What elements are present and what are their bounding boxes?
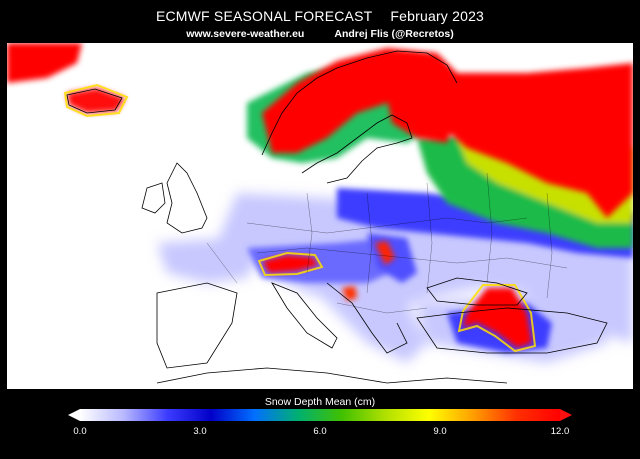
red-snow-finland xyxy=(387,83,457,143)
border-8 xyxy=(206,242,238,284)
edge-iceland xyxy=(63,83,129,118)
red-snow-svalbard-greenland xyxy=(7,43,82,83)
snow-depth-map xyxy=(7,43,633,389)
colorbar-tick-0: 0.0 xyxy=(73,426,87,437)
border-4 xyxy=(366,192,373,294)
yellow-edges xyxy=(63,83,537,353)
border-7 xyxy=(546,192,553,299)
coast-scandinavia xyxy=(261,50,458,156)
colorbar-max-arrow xyxy=(560,409,572,421)
red-snow-balkans xyxy=(342,286,357,301)
border-6 xyxy=(486,172,493,284)
coast-ireland xyxy=(141,182,166,214)
coast-blacksea xyxy=(426,277,528,306)
border-3 xyxy=(306,192,313,274)
light-snow-alps-west xyxy=(157,238,257,283)
colorbar xyxy=(80,409,560,421)
coast-italy xyxy=(271,282,338,349)
coast-turkey xyxy=(416,307,608,354)
chart-title: ECMWF SEASONAL FORECAST February 2023 xyxy=(0,8,640,24)
coast-britain xyxy=(166,162,208,234)
border-1 xyxy=(246,217,528,234)
colorbar-min-arrow xyxy=(68,409,80,421)
border-9 xyxy=(336,302,428,314)
edge-alps xyxy=(257,251,324,277)
title-period: February 2023 xyxy=(390,8,485,24)
colorbar-tick-3: 9.0 xyxy=(433,426,447,437)
coast-balkans xyxy=(326,282,408,354)
website-text: www.severe-weather.eu xyxy=(186,28,305,40)
colorbar-tick-4: 12.0 xyxy=(550,426,570,437)
coastlines xyxy=(66,50,608,384)
red-snow-alps xyxy=(262,255,319,273)
chart-subtitle: www.severe-weather.eu Andrej Flis (@Recre… xyxy=(0,28,640,40)
colorbar-tick-2: 6.0 xyxy=(313,426,327,437)
author-text: Andrej Flis (@Recretos) xyxy=(334,28,454,40)
border-5 xyxy=(426,182,433,294)
border-2 xyxy=(256,247,568,269)
edge-turkey xyxy=(457,284,537,353)
colorbar-title: Snow Depth Mean (cm) xyxy=(264,396,376,408)
title-text: ECMWF SEASONAL FORECAST xyxy=(155,8,373,24)
blue-snow-east xyxy=(337,188,633,258)
map-svg xyxy=(7,43,633,384)
coast-baltic xyxy=(301,114,413,184)
red-snow-carpathians xyxy=(375,241,395,265)
red-snow-scandinavia xyxy=(262,48,457,153)
country-borders xyxy=(206,172,568,314)
coast-africa xyxy=(156,367,508,384)
red-snow-russia xyxy=(437,63,633,218)
colorbar-tick-1: 3.0 xyxy=(193,426,207,437)
coast-iberia xyxy=(156,282,238,369)
coast-iceland xyxy=(66,88,123,114)
red-snow-turkey xyxy=(462,288,532,348)
